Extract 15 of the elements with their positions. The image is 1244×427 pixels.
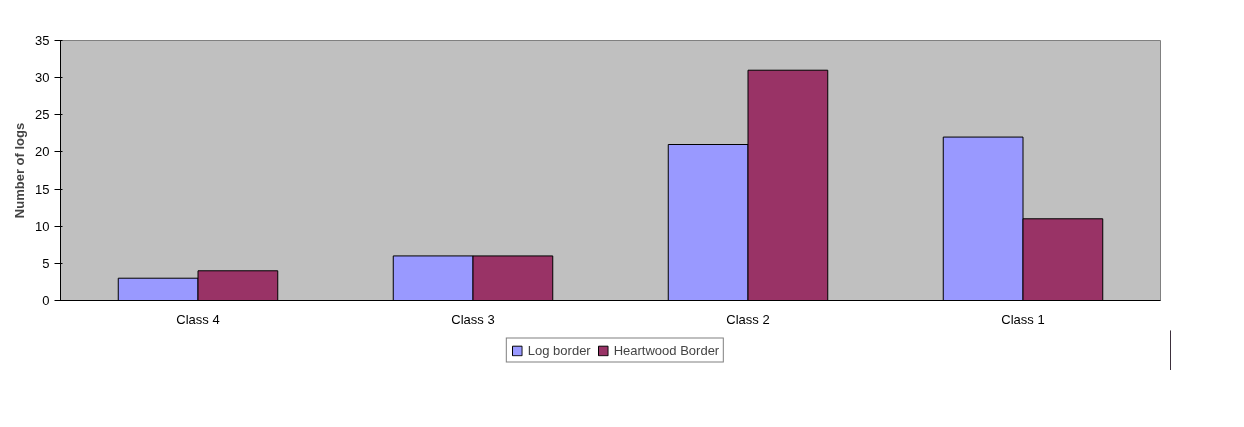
y-tick-label: 5 [42, 255, 50, 271]
y-tick-label: 25 [35, 107, 50, 123]
y-tick-label: 30 [35, 70, 50, 86]
x-tick-label: Class 2 [726, 311, 770, 327]
x-tick-label: Class 3 [451, 311, 495, 327]
y-tick-label: 0 [42, 293, 50, 308]
legend-label: Log border [527, 342, 591, 358]
y-axis-title: Number of logs [12, 122, 28, 219]
x-tick-label: Class 4 [176, 311, 220, 327]
y-tick-label: 35 [35, 33, 50, 48]
y-tick-label: 15 [35, 181, 50, 197]
legend-label: Heartwood Border [613, 342, 720, 358]
x-tick-label: Class 1 [1001, 311, 1045, 327]
y-tick-label: 10 [35, 218, 50, 234]
y-tick-label: 20 [35, 144, 50, 160]
